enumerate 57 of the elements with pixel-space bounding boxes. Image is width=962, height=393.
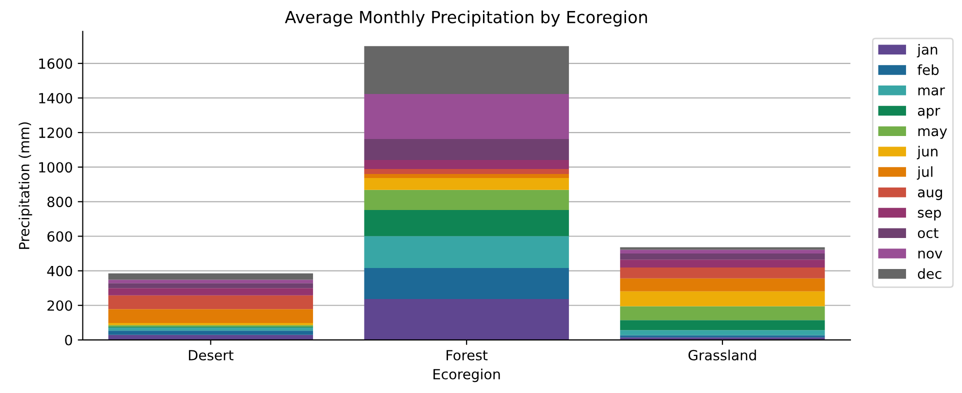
legend-label: oct: [918, 228, 938, 238]
bar: [108, 280, 314, 284]
bar: [108, 273, 314, 280]
bar: [620, 250, 825, 254]
legend-label: mar: [918, 87, 945, 96]
bar: [364, 94, 569, 139]
bar: [364, 46, 569, 94]
legend-label: jan: [916, 44, 938, 58]
bar: [108, 288, 314, 296]
x-tick-label: Desert: [188, 350, 234, 360]
bar: [108, 334, 314, 340]
bar: [364, 298, 569, 340]
bar: [364, 169, 569, 174]
y-tick-label: 1400: [39, 92, 72, 104]
legend-label: may: [918, 128, 947, 139]
y-tick-label: 800: [47, 196, 72, 208]
legend-label: jun: [916, 146, 938, 160]
legend-label: jul: [916, 166, 932, 180]
bar: [620, 330, 825, 336]
x-tick-label: Forest: [446, 350, 488, 360]
y-tick-label: 1000: [39, 162, 72, 173]
bar: [364, 268, 569, 299]
y-tick-label: 400: [47, 266, 72, 276]
bar: [108, 328, 314, 331]
bar: [620, 254, 825, 260]
y-tick-label: 0: [65, 334, 72, 346]
legend-label: dec: [918, 268, 942, 279]
bar: [364, 178, 569, 190]
legend-label: feb: [917, 64, 939, 76]
bar: [364, 138, 569, 160]
legend-label: nov: [918, 250, 942, 259]
y-tick-label: 200: [48, 300, 72, 311]
bar: [108, 330, 314, 335]
bar: [364, 236, 569, 268]
bar: [364, 174, 569, 178]
bar: [620, 320, 825, 330]
y-tick-label: 1200: [39, 128, 72, 138]
bar: [364, 190, 569, 210]
legend-label: apr: [918, 108, 940, 119]
bar: [620, 260, 825, 268]
bar: [108, 295, 314, 310]
chart-title: Average Monthly Precipitation by Ecoregion: [284, 10, 647, 27]
bar: [108, 283, 314, 288]
bar: [620, 268, 825, 278]
bar: [620, 306, 825, 320]
legend-label: sep: [918, 210, 941, 220]
bar: [620, 278, 825, 292]
x-tick-label: Grassland: [688, 350, 756, 360]
y-tick-label: 600: [47, 231, 72, 242]
y-axis-title: Precipitation (mm): [18, 122, 32, 249]
bar: [620, 291, 825, 306]
y-tick-label: 1600: [39, 58, 72, 69]
bar: [364, 160, 569, 170]
x-axis-title: Ecoregion: [434, 368, 500, 382]
bar: [108, 309, 314, 324]
bar: [364, 210, 569, 236]
legend-label: aug: [918, 189, 942, 200]
